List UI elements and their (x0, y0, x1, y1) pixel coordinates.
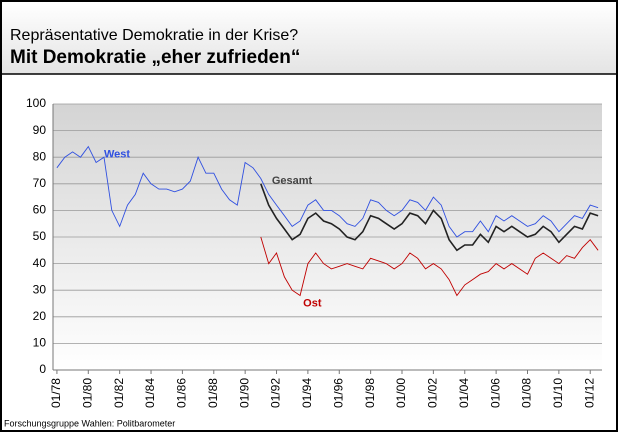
x-tick-label: 01/06 (488, 378, 502, 408)
x-tick-label: 01/94 (300, 378, 314, 408)
x-tick-label: 01/96 (331, 378, 345, 408)
x-tick-label: 01/12 (582, 378, 596, 408)
x-tick-label: 01/04 (457, 378, 471, 408)
chart-subtitle: Mit Demokratie „eher zufrieden“ (10, 47, 300, 68)
y-tick-label: 60 (33, 203, 47, 217)
header-bg (2, 2, 616, 74)
y-tick-label: 90 (33, 123, 47, 137)
x-tick-label: 01/98 (363, 378, 377, 408)
y-tick-label: 10 (33, 336, 47, 350)
x-tick-label: 01/82 (112, 378, 126, 408)
series-line (56, 145, 599, 238)
x-tick-label: 01/78 (49, 378, 63, 408)
series-label: West (104, 148, 130, 160)
y-tick-label: 50 (33, 229, 47, 243)
series-label: Ost (303, 297, 322, 309)
y-tick-label: 80 (33, 149, 47, 163)
x-tick-label: 01/88 (206, 378, 220, 408)
series-line (260, 236, 599, 297)
x-tick-label: 01/00 (394, 378, 408, 408)
x-tick-label: 01/86 (175, 378, 189, 408)
x-tick-label: 01/90 (237, 378, 251, 408)
series-line (260, 183, 599, 252)
y-tick-label: 70 (33, 176, 47, 190)
chart-title: Repräsentative Demokratie in der Krise? (10, 27, 298, 44)
x-tick-label: 01/92 (269, 378, 283, 408)
source: Forschungsgruppe Wahlen: Politbarometer (4, 418, 175, 428)
series-label: Gesamt (272, 175, 313, 187)
y-tick-label: 100 (26, 96, 46, 110)
y-tick-label: 40 (33, 256, 47, 270)
y-tick-label: 30 (33, 282, 47, 296)
x-tick-label: 01/10 (551, 378, 565, 408)
x-tick-label: 01/02 (426, 378, 440, 408)
y-tick-label: 20 (33, 309, 47, 323)
x-tick-label: 01/08 (520, 378, 534, 408)
y-tick-label: 0 (39, 362, 46, 376)
x-tick-label: 01/84 (143, 378, 157, 408)
x-tick-label: 01/80 (80, 378, 94, 408)
